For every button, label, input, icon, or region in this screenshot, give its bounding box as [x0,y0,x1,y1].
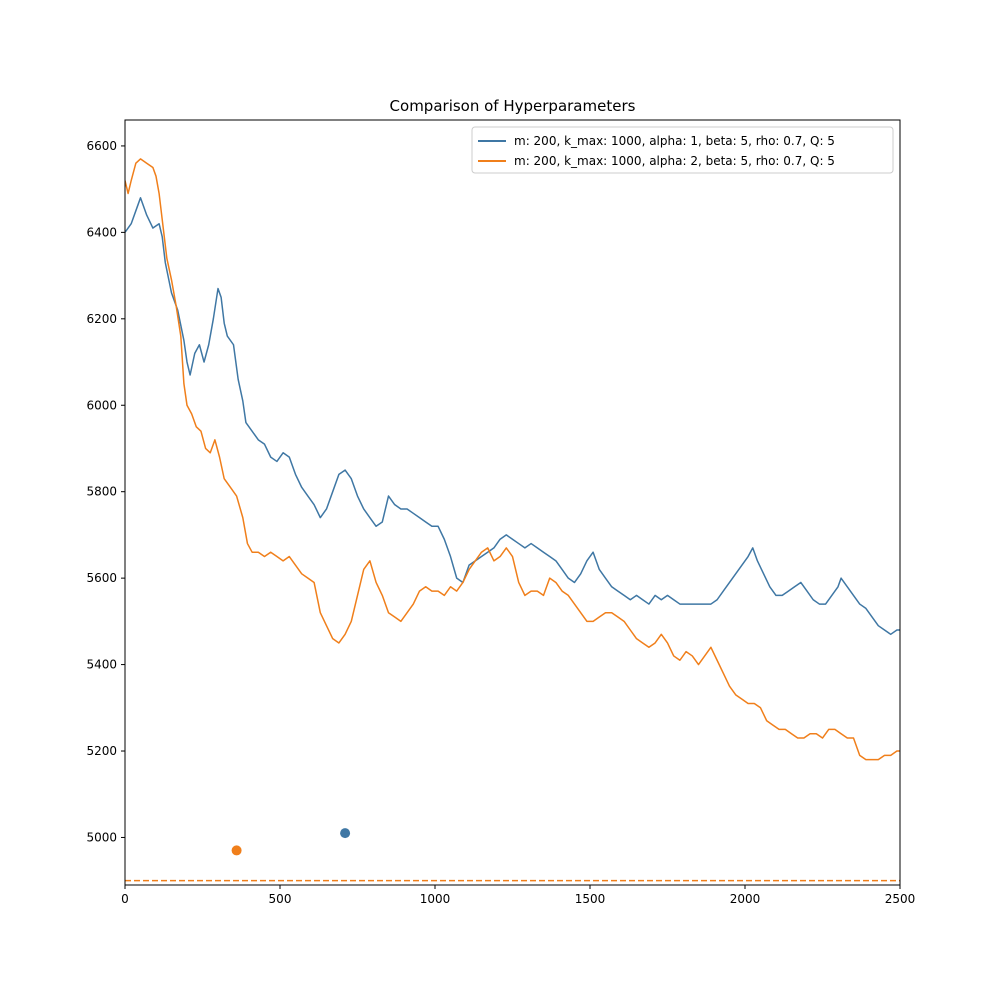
y-tick-label-1: 5200 [86,744,117,758]
x-axis: 0 500 1000 1500 2000 2500 [121,885,915,906]
legend-label-0: m: 200, k_max: 1000, alpha: 1, beta: 5, … [514,134,835,148]
y-tick-label-2: 5400 [86,658,117,672]
y-axis: 5000 5200 5400 5600 5800 6000 6200 6400 6600 [86,139,125,844]
x-tick-label-3: 1500 [575,892,606,906]
best-point-marker-0 [340,828,351,839]
x-tick-label-1: 500 [269,892,292,906]
x-tick-label-4: 2000 [730,892,761,906]
legend: m: 200, k_max: 1000, alpha: 1, beta: 5, … [471,126,894,174]
y-tick-label-4: 5800 [86,485,117,499]
y-tick-label-6: 6200 [86,312,117,326]
x-tick-label-0: 0 [121,892,129,906]
series-line-1 [125,158,900,761]
y-tick-label-7: 6400 [86,225,117,239]
y-tick-label-0: 5000 [86,830,117,844]
y-tick-label-3: 5600 [86,571,117,585]
plot-frame [124,119,901,886]
chart-title: Comparison of Hyperparameters [390,97,636,115]
series-line-0 [125,197,900,636]
y-tick-label-8: 6600 [86,139,117,153]
series-layer [125,158,900,882]
best-point-marker-1 [231,845,242,856]
x-tick-label-5: 2500 [885,892,916,906]
marker-layer [231,828,351,856]
legend-label-1: m: 200, k_max: 1000, alpha: 2, beta: 5, … [514,154,835,168]
legend-box [471,126,894,174]
x-tick-label-2: 1000 [420,892,451,906]
y-tick-label-5: 6000 [86,398,117,412]
